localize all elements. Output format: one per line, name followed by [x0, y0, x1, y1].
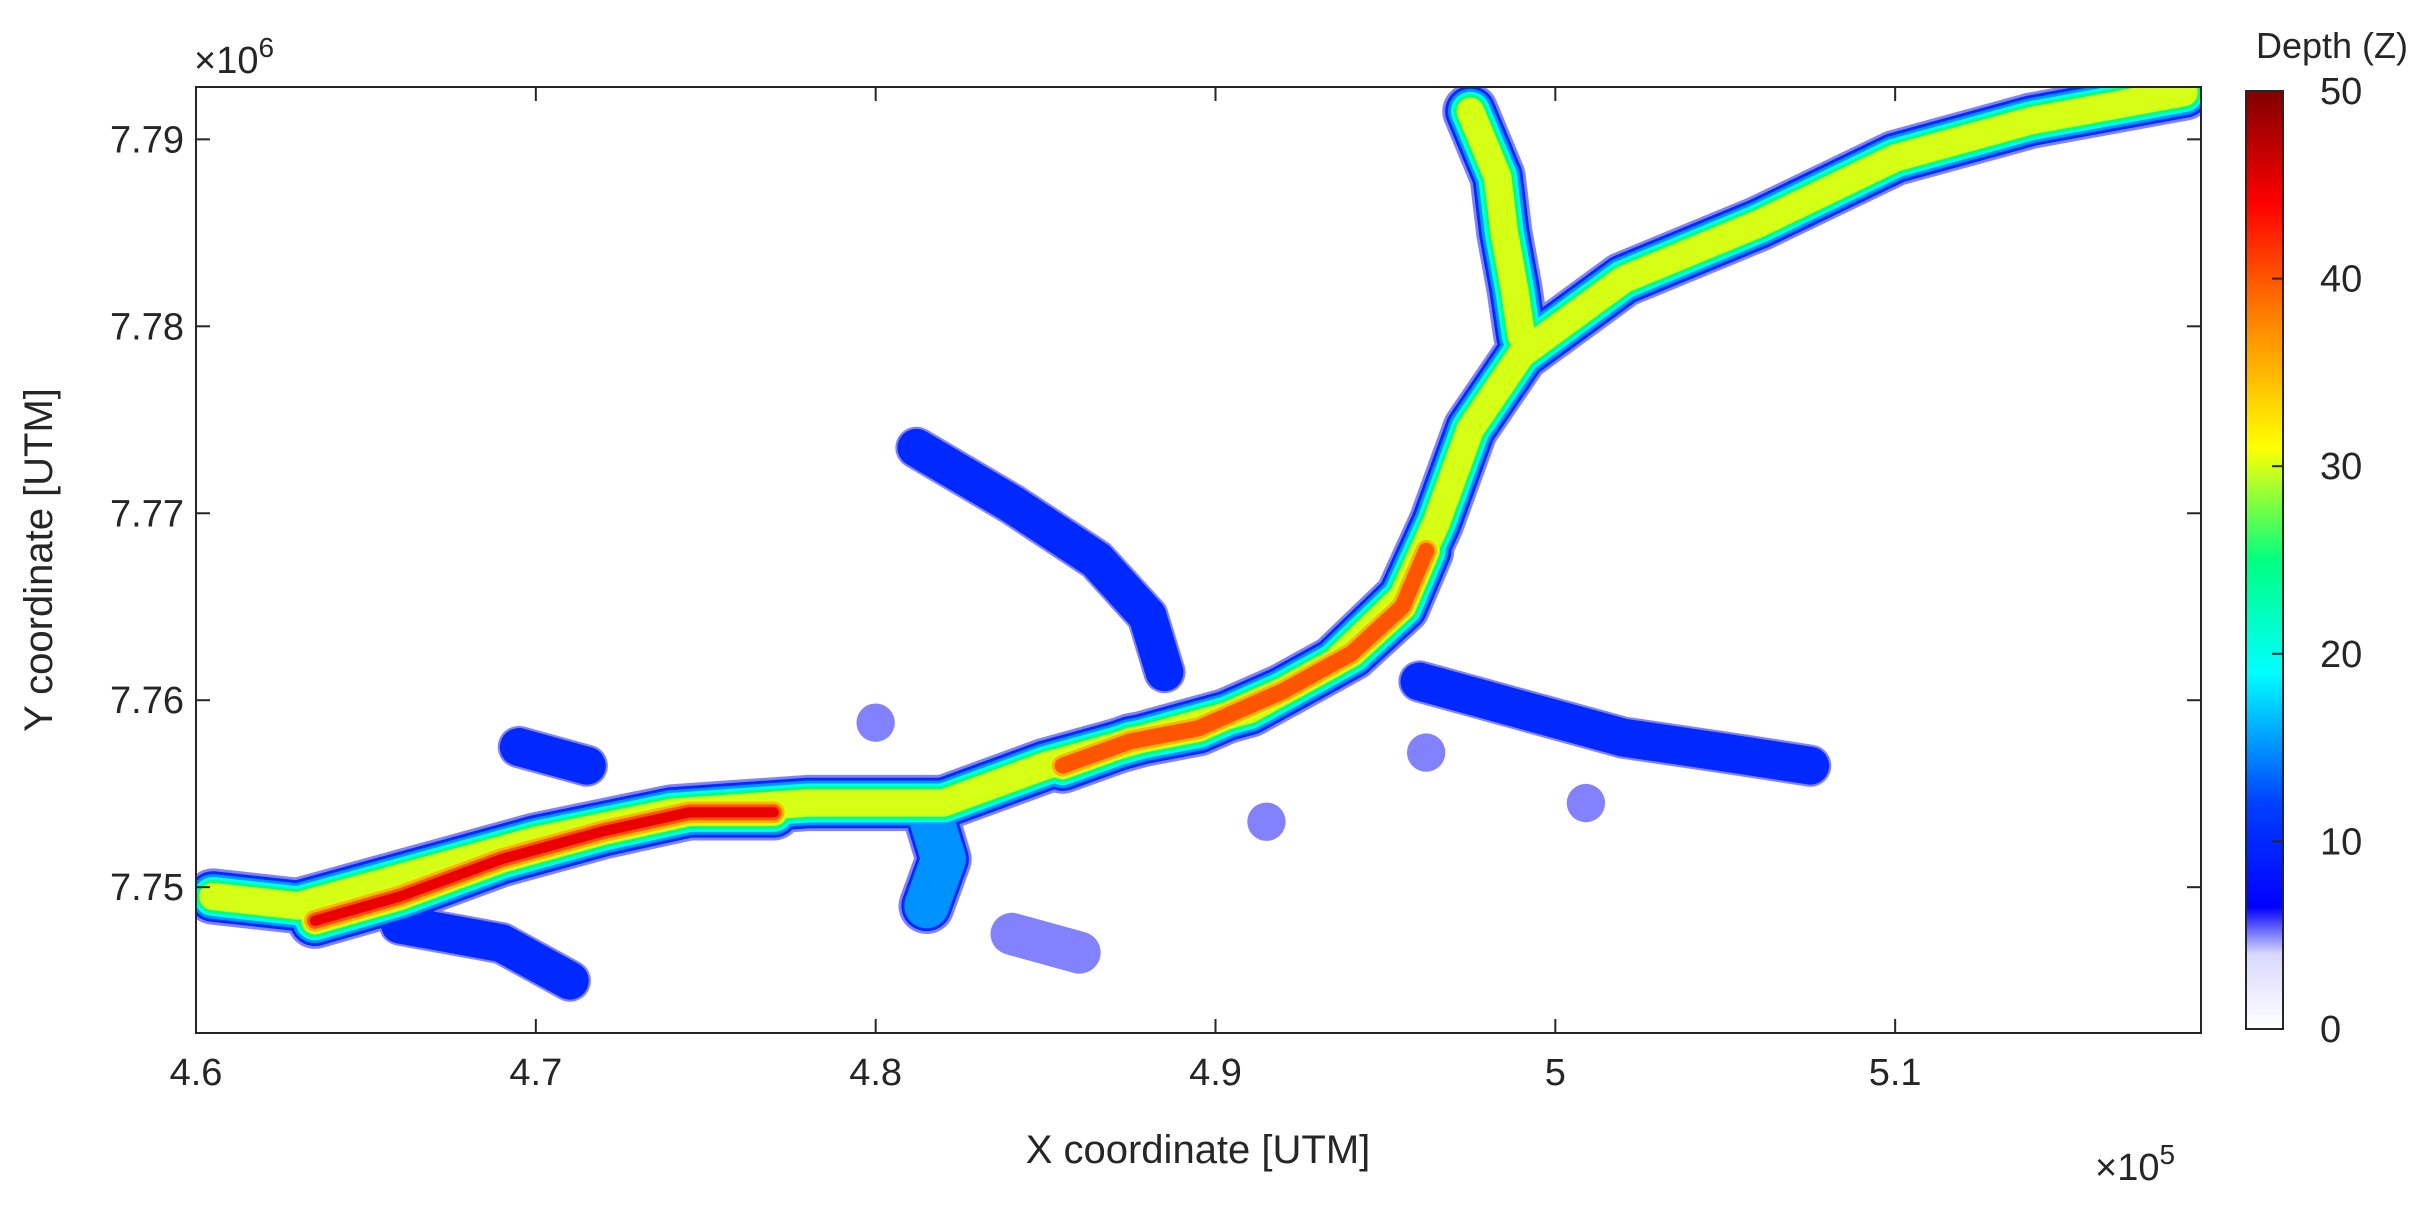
- svg-text:×106: ×106: [194, 32, 274, 82]
- colorbar-tick-label: 40: [2320, 259, 2362, 301]
- colorbar-tick-label: 50: [2320, 71, 2362, 113]
- y-exponent-power: 6: [258, 32, 274, 63]
- depth-band: [1456, 97, 1536, 350]
- depth-band: [1407, 733, 1446, 772]
- y-axis: 7.75 7.76 7.77 7.78 7.79: [110, 119, 2201, 909]
- y-exponent-label: ×106: [194, 32, 274, 82]
- y-tick-label: 7.78: [110, 306, 184, 348]
- depth-band: [897, 428, 1184, 692]
- x-tick-label: 4.6: [170, 1052, 223, 1094]
- svg-text:×105: ×105: [2095, 1139, 2175, 1189]
- depth-band: [990, 912, 1101, 974]
- colorbar-ticks: 0 10 20 30 40 50: [2272, 71, 2362, 1051]
- colorbar-tick-label: 10: [2320, 821, 2362, 863]
- x-exponent-base: ×10: [2095, 1147, 2159, 1189]
- x-tick-label: 5: [1545, 1052, 1566, 1094]
- x-tick-label: 5.1: [1869, 1052, 1922, 1094]
- x-tick-label: 4.7: [509, 1052, 562, 1094]
- depth-band: [309, 807, 779, 926]
- depth-band: [499, 728, 606, 785]
- colorbar-tick-label: 30: [2320, 446, 2362, 488]
- colorbar-title: Depth (Z): [2256, 25, 2408, 66]
- y-tick-label: 7.79: [110, 119, 184, 161]
- y-axis-label: Y coordinate [UTM]: [17, 388, 61, 732]
- colorbar: Depth (Z) 0 10 20 30 40 50: [2245, 25, 2408, 1051]
- y-exponent-base: ×10: [194, 40, 258, 82]
- y-tick-label: 7.77: [110, 493, 184, 535]
- x-tick-label: 4.9: [1189, 1052, 1242, 1094]
- axes-frame: [195, 86, 2202, 1034]
- y-tick-label: 7.75: [110, 867, 184, 909]
- colorbar-tick-label: 20: [2320, 634, 2362, 676]
- depth-band: [380, 905, 589, 1000]
- x-tick-label: 4.8: [849, 1052, 902, 1094]
- colorbar-bar: [2245, 90, 2284, 1030]
- depth-contours: [196, 87, 2201, 1002]
- colorbar-tick-label: 0: [2320, 1009, 2341, 1051]
- depth-band: [856, 703, 895, 742]
- x-exponent-power: 5: [2159, 1139, 2175, 1170]
- x-axis: 4.6 4.7 4.8 4.9 5 5.1: [170, 87, 1922, 1094]
- y-tick-label: 7.76: [110, 680, 184, 722]
- depth-band: [1247, 802, 1286, 841]
- plot-area: [196, 87, 2201, 1033]
- x-axis-label: X coordinate [UTM]: [1026, 1128, 1371, 1172]
- depth-band: [1054, 542, 1435, 774]
- depth-band: [1566, 783, 1606, 823]
- depth-band: [1400, 662, 1830, 785]
- x-exponent-label: ×105: [2095, 1139, 2175, 1189]
